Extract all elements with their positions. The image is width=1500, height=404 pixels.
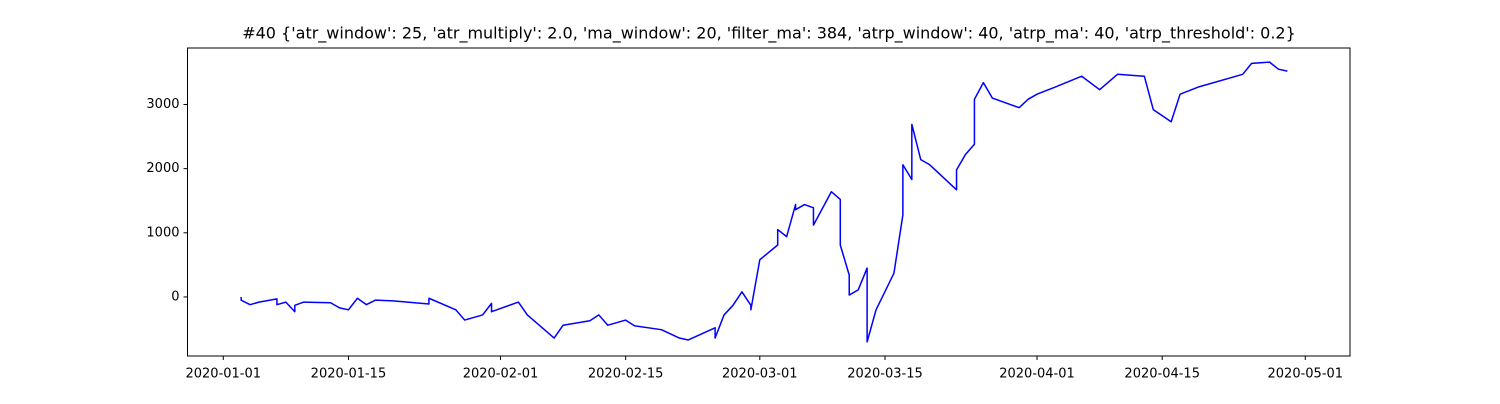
x-tick-label: 2020-05-01	[1268, 367, 1344, 382]
chart-title: #40 {'atr_window': 25, 'atr_multiply': 2…	[242, 24, 1296, 44]
y-tick-label: 0	[171, 289, 179, 304]
x-tick-label: 2020-01-01	[185, 367, 261, 382]
x-tick-label: 2020-04-01	[999, 367, 1075, 382]
data-line	[240, 61, 1288, 343]
x-tick-label: 2020-01-15	[311, 367, 387, 382]
x-tick-label: 2020-03-01	[722, 367, 798, 382]
x-tick-label: 2020-02-01	[463, 367, 539, 382]
y-tick-label: 3000	[146, 97, 179, 112]
y-tick-label: 2000	[146, 161, 179, 176]
x-tick-label: 2020-02-15	[588, 367, 664, 382]
x-tick-label: 2020-03-15	[847, 367, 923, 382]
x-tick-label: 2020-04-15	[1124, 367, 1200, 382]
y-tick-label: 1000	[146, 225, 179, 240]
plot-frame	[187, 47, 1351, 357]
